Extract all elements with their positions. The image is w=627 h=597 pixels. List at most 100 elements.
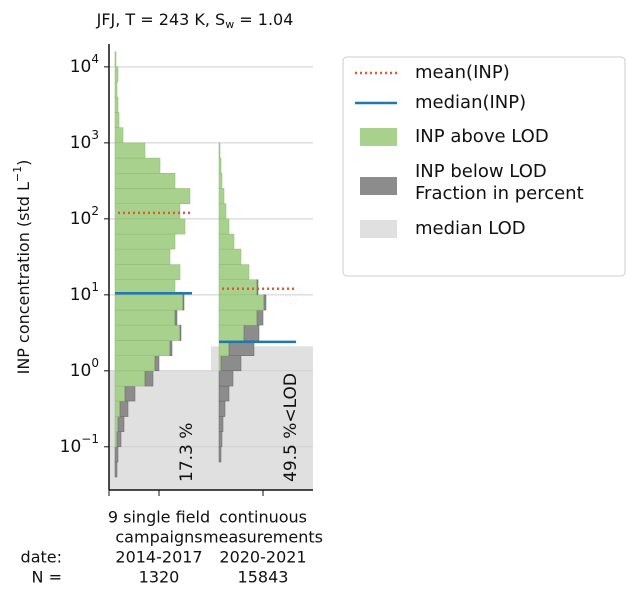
y-tick-label: 102	[70, 203, 99, 229]
y-tick-label: 10−1	[60, 431, 99, 457]
y-tick-label: 100	[70, 355, 99, 381]
bar-above-lod	[218, 173, 223, 189]
bar-below-lod	[114, 461, 118, 478]
bar-below-lod	[182, 294, 185, 311]
tick-exponent: 3	[91, 127, 99, 141]
tick-base: 10	[70, 361, 92, 381]
legend-label: mean(INP)	[415, 62, 510, 83]
bar-above-lod	[114, 264, 181, 280]
tick-base: 10	[70, 57, 92, 77]
bar-above-lod	[114, 294, 184, 311]
bar-above-lod	[114, 112, 120, 128]
group-label: continuous	[219, 508, 307, 527]
group-label: measurements	[203, 528, 323, 547]
group-n: 15843	[238, 568, 289, 587]
tick-exponent: 0	[91, 355, 99, 369]
y-label-text: INP concentration (std L	[14, 182, 33, 374]
bar-below-lod	[220, 355, 242, 372]
bar-below-lod	[124, 385, 136, 402]
bar-above-lod	[114, 51, 117, 68]
row-label: date:	[21, 548, 62, 567]
bar-above-lod	[114, 355, 156, 372]
legend-above	[360, 128, 397, 146]
title-text: = 1.04	[234, 10, 293, 29]
bar-below-lod	[218, 431, 223, 448]
legend-label: Fraction in percent	[415, 183, 584, 204]
bar-below-lod	[174, 309, 178, 326]
bar-below-lod	[256, 279, 259, 296]
bar-above-lod	[114, 173, 176, 189]
bar-below-lod	[218, 400, 226, 417]
bar-above-lod	[218, 203, 227, 220]
bar-above-lod	[114, 416, 119, 432]
group-n: 1320	[139, 568, 180, 587]
bar-below-lod	[256, 309, 264, 326]
y-label-text: )	[14, 160, 33, 166]
bar-above-lod	[114, 248, 171, 265]
bar-above-lod	[114, 127, 124, 144]
bar-above-lod	[114, 97, 119, 113]
group-date: 2014-2017	[115, 548, 202, 567]
bar-below-lod	[263, 294, 267, 311]
bar-above-lod	[114, 309, 176, 326]
legend-lod	[360, 220, 397, 238]
bar-below-lod	[144, 370, 154, 387]
legend-label: INP above LOD	[415, 126, 549, 147]
bar-below-lod	[169, 340, 173, 356]
fraction-label: 49.5 %<LOD	[281, 373, 301, 482]
bar-above-lod	[114, 142, 146, 159]
bar-above-lod	[218, 294, 265, 311]
bar-above-lod	[218, 279, 258, 296]
row-label: N =	[32, 568, 62, 587]
legend-label: median LOD	[415, 218, 526, 239]
tick-base: 10	[70, 133, 92, 153]
bar-below-lod	[119, 400, 129, 417]
bar-below-lod	[218, 370, 234, 387]
bar-above-lod	[218, 324, 245, 341]
y-axis-label: INP concentration (std L−1)	[11, 160, 33, 375]
bar-below-lod	[117, 416, 125, 432]
tick-exponent: 1	[91, 279, 99, 293]
group-label: campaigns	[115, 528, 202, 547]
bar-above-lod	[218, 309, 258, 326]
title-text: JFJ, T = 243 K, S	[96, 10, 226, 29]
tick-exponent: 4	[91, 51, 99, 65]
bar-below-lod	[218, 385, 230, 402]
bar-above-lod	[218, 142, 221, 159]
bar-above-lod	[114, 157, 161, 174]
tick-exponent: 2	[91, 203, 99, 217]
group-label: 9 single field	[108, 508, 210, 527]
bar-above-lod	[218, 264, 250, 280]
fraction-label: 17.3 %	[177, 423, 197, 482]
tick-exponent: −1	[81, 431, 99, 445]
tick-base: 10	[60, 437, 82, 457]
tick-base: 10	[70, 209, 92, 229]
bar-above-lod	[114, 340, 171, 356]
bar-above-lod	[218, 248, 242, 265]
bar-below-lod	[218, 446, 222, 463]
bar-above-lod	[114, 66, 119, 83]
tick-base: 10	[70, 285, 92, 305]
bar-above-lod	[218, 355, 222, 372]
bar-above-lod	[114, 233, 176, 250]
bar-above-lod	[114, 400, 121, 417]
y-tick-label: 104	[70, 51, 99, 77]
bar-above-lod	[218, 157, 222, 174]
legend-box	[342, 56, 626, 277]
legend-label: median(INP)	[415, 92, 526, 113]
chart-title: JFJ, T = 243 K, Sw = 1.04	[96, 10, 294, 32]
bar-below-lod	[154, 355, 160, 372]
bar-below-lod	[116, 431, 122, 448]
bar-above-lod	[114, 385, 126, 402]
bar-below-lod	[218, 416, 224, 432]
bar-above-lod	[114, 81, 118, 98]
legend-label: INP below LOD	[415, 161, 547, 182]
bar-above-lod	[218, 233, 235, 250]
bar-below-lod	[179, 324, 182, 341]
bar-above-lod	[114, 431, 118, 448]
bar-above-lod	[114, 218, 186, 235]
bar-above-lod	[218, 218, 230, 235]
bar-above-lod	[114, 370, 146, 387]
bar-below-lod	[243, 324, 260, 341]
